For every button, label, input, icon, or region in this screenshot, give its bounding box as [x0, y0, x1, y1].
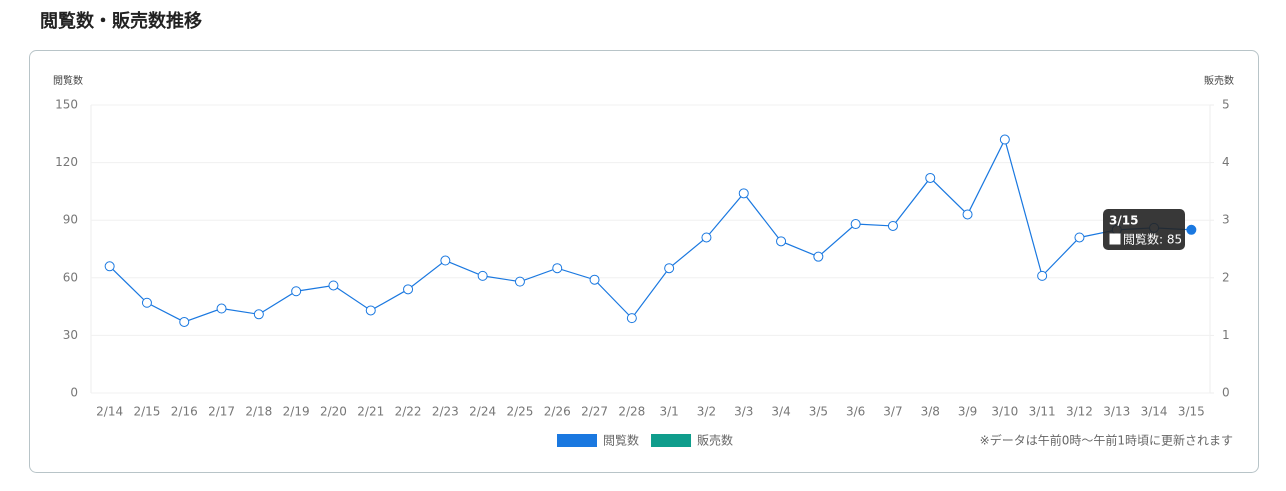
data-point	[962, 209, 973, 220]
x-tick-label: 3/13	[1103, 405, 1130, 419]
data-point	[701, 232, 712, 243]
y-tick-label: 90	[63, 213, 78, 227]
note: ※データは午前0時〜午前1時頃に更新されます	[980, 433, 1233, 448]
data-point	[179, 316, 190, 327]
x-tick-label: 3/5	[809, 405, 828, 419]
x-tick-label: 3/3	[734, 405, 753, 419]
data-point	[887, 220, 898, 231]
x-tick-label: 2/26	[544, 405, 571, 419]
data-point	[776, 236, 787, 247]
x-tick-label: 2/18	[245, 405, 272, 419]
x-tick-label: 2/22	[395, 405, 422, 419]
x-tick-label: 2/28	[618, 405, 645, 419]
x-tick-label: 3/9	[958, 405, 977, 419]
tooltip-swatch	[1109, 233, 1121, 245]
series-line	[109, 137, 1192, 323]
data-point	[850, 219, 861, 230]
data-point	[1186, 224, 1197, 235]
y2-tick-label: 5	[1222, 98, 1230, 112]
data-point	[999, 134, 1010, 145]
data-point	[1037, 270, 1048, 281]
x-tick-label: 2/19	[283, 405, 310, 419]
card	[29, 50, 1259, 473]
legend-swatch	[651, 434, 692, 447]
x-tick-label: 3/12	[1066, 405, 1093, 419]
legend-label: 販売数	[697, 433, 733, 448]
x-tick-label: 3/10	[991, 405, 1018, 419]
y-tick-label: 150	[55, 98, 78, 112]
y2-tick-label: 2	[1222, 270, 1230, 284]
tooltip-box	[1103, 209, 1185, 250]
data-point	[328, 280, 339, 291]
legend-label: 閲覧数	[603, 433, 639, 448]
y-axis-title: 閲覧数	[53, 74, 83, 87]
x-tick-label: 2/17	[208, 405, 235, 419]
x-tick-label: 2/20	[320, 405, 347, 419]
x-tick-label: 3/8	[921, 405, 940, 419]
x-tick-label: 2/25	[506, 405, 533, 419]
x-tick-label: 3/1	[659, 405, 678, 419]
x-tick-label: 2/24	[469, 405, 496, 419]
data-point	[589, 274, 600, 285]
data-point	[738, 188, 749, 199]
y-tick-label: 60	[63, 270, 78, 284]
tooltip-title: 3/15	[1109, 214, 1138, 228]
x-tick-label: 3/11	[1029, 405, 1056, 419]
x-tick-label: 2/27	[581, 405, 608, 419]
data-point	[365, 305, 376, 316]
x-tick-label: 3/2	[697, 405, 716, 419]
data-point	[216, 303, 227, 314]
y-tick-label: 120	[55, 155, 78, 169]
tooltip: 3/15 閲覧数: 85	[1103, 209, 1185, 250]
x-tick-label: 2/14	[96, 405, 123, 419]
data-point	[1074, 232, 1085, 243]
x-tick-label: 3/14	[1141, 405, 1168, 419]
data-point	[552, 263, 563, 274]
data-point	[664, 263, 675, 274]
y2-tick-label: 0	[1222, 386, 1230, 400]
x-tick-label: 3/6	[846, 405, 865, 419]
y2-axis-title: 販売数	[1204, 74, 1234, 87]
x-tick-label: 3/4	[771, 405, 790, 419]
data-point	[104, 261, 115, 272]
x-tick-label: 3/15	[1178, 405, 1205, 419]
x-tick-label: 3/7	[883, 405, 902, 419]
y2-tick-label: 4	[1222, 155, 1230, 169]
data-point	[440, 255, 451, 266]
data-point	[253, 309, 264, 320]
y2-tick-label: 3	[1222, 213, 1230, 227]
x-tick-label: 2/23	[432, 405, 459, 419]
data-point	[291, 286, 302, 297]
x-tick-label: 2/21	[357, 405, 384, 419]
data-point	[925, 172, 936, 183]
data-point	[403, 284, 414, 295]
data-point	[626, 313, 637, 324]
legend-swatch	[557, 434, 597, 447]
y-tick-label: 30	[63, 328, 78, 342]
y-tick-label: 0	[70, 386, 78, 400]
data-point	[141, 297, 152, 308]
x-tick-label: 2/16	[171, 405, 198, 419]
y2-tick-label: 1	[1222, 328, 1230, 342]
section-title: 閲覧数・販売数推移	[40, 10, 202, 32]
tooltip-text: 閲覧数: 85	[1123, 232, 1182, 247]
data-point	[813, 251, 824, 262]
x-tick-label: 2/15	[133, 405, 160, 419]
data-point	[514, 276, 525, 287]
data-point	[477, 270, 488, 281]
